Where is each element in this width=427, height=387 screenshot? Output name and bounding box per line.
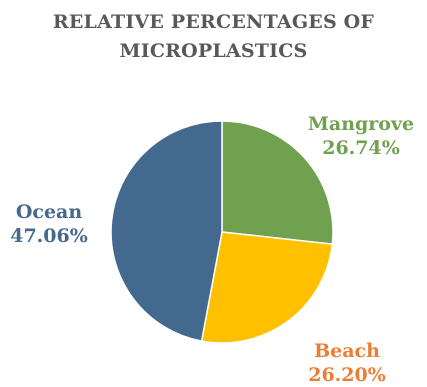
slice-label-beach-name: Beach — [314, 340, 380, 362]
slice-label-beach-value: 26.20% — [308, 364, 386, 386]
slice-label-beach: Beach 26.20% — [292, 339, 402, 387]
pie-slice-ocean — [110, 120, 223, 342]
slice-label-mangrove: Mangrove 26.74% — [306, 112, 416, 160]
slice-label-mangrove-name: Mangrove — [307, 113, 415, 135]
slice-label-ocean-value: 47.06% — [10, 225, 88, 247]
pie-slice-mangrove — [221, 120, 334, 245]
chart-title-line-1: RELATIVE PERCENTAGES OF — [52, 11, 375, 33]
chart-title: RELATIVE PERCENTAGES OF MICROPLASTICS — [0, 8, 427, 66]
pie-slice-beach — [200, 231, 334, 344]
slice-label-mangrove-value: 26.74% — [322, 137, 400, 159]
slice-label-ocean-name: Ocean — [15, 201, 83, 223]
slice-label-ocean: Ocean 47.06% — [4, 200, 94, 248]
chart-title-line-2: MICROPLASTICS — [119, 40, 308, 62]
